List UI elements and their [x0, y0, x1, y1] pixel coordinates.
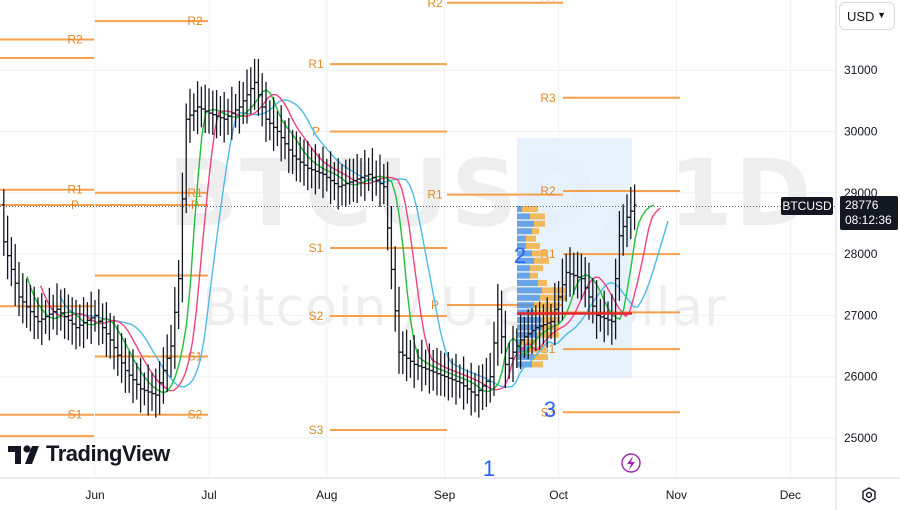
volume-bar-up: [517, 220, 534, 227]
last-price-label: 28776 08:12:36: [840, 196, 898, 230]
volume-bar-down: [532, 228, 539, 235]
volume-bar-up: [517, 331, 537, 338]
volume-bar-up: [517, 339, 522, 346]
pivot-label: R1: [187, 186, 203, 200]
volume-bar-down: [532, 250, 548, 257]
pivot-label: R4: [540, 0, 556, 4]
volume-bar-up: [517, 265, 530, 272]
chart-overlay: 1 2 3: [0, 206, 836, 481]
volume-bar-up: [517, 280, 538, 286]
volume-bar-down: [522, 206, 538, 212]
currency-label: USD: [847, 9, 875, 24]
pivot-label: R2: [427, 0, 443, 10]
last-price-value: 28776: [845, 198, 879, 212]
pivot-label: R1: [427, 188, 443, 202]
y-tick-label: 26000: [844, 370, 878, 384]
pivot-label: R2: [67, 33, 83, 47]
moving-average-mid: [39, 94, 661, 392]
wave-label: 3: [544, 397, 556, 422]
y-tick-label: 31000: [844, 63, 878, 77]
wave-label: 2: [514, 243, 526, 268]
volume-bar-up: [517, 257, 534, 264]
chart-watermark-description: Bitcoin / U.S. Dollar: [202, 278, 727, 338]
volume-bar-down: [534, 257, 549, 264]
volume-bar-down: [538, 280, 547, 286]
volume-bar-up: [517, 250, 532, 257]
chart-grid: [0, 0, 836, 478]
volume-bar-down: [532, 361, 543, 368]
x-tick-label: Nov: [666, 488, 687, 502]
chevron-down-icon: ▼: [877, 10, 886, 20]
volume-bar-down: [537, 331, 559, 338]
y-tick-label: 27000: [844, 308, 878, 322]
volume-bar-down: [534, 220, 545, 227]
pivot-label: R1: [308, 57, 324, 71]
volume-bar-down: [526, 235, 536, 242]
pivot-label: P: [312, 125, 320, 139]
volume-bar-down: [530, 265, 543, 272]
pivot-label: R2: [540, 184, 556, 198]
pivot-label: R2: [187, 14, 203, 28]
pivot-label: S1: [309, 241, 324, 255]
symbol-price-tag: BTCUSD: [781, 197, 833, 215]
tradingview-logo-icon: [8, 445, 39, 464]
y-tick-label: 28000: [844, 247, 878, 261]
pivot-label: S2: [309, 309, 324, 323]
x-tick-label: Sep: [434, 488, 456, 502]
volume-bar-down: [530, 213, 545, 220]
event-icon-ring: [621, 453, 641, 473]
volume-bar-down: [542, 287, 565, 294]
volume-bar-up: [517, 287, 542, 294]
x-tick-label: Dec: [780, 488, 801, 502]
volume-bar-down: [540, 294, 566, 301]
volume-bar-down: [534, 354, 548, 360]
currency-selector[interactable]: USD ▼: [839, 2, 895, 30]
y-tick-label: 30000: [844, 125, 878, 139]
volume-bar-up: [517, 302, 534, 309]
bar-countdown: 08:12:36: [845, 213, 892, 227]
volume-bar-up: [517, 324, 542, 331]
pivot-label: R3: [540, 91, 556, 105]
x-tick-label: Jul: [201, 488, 216, 502]
volume-bar-up: [517, 317, 541, 323]
pivot-label: S2: [188, 408, 203, 422]
candlesticks: [1, 58, 637, 418]
pivot-label: P: [71, 198, 79, 212]
pivot-label: S3: [541, 405, 556, 419]
x-tick-label: Aug: [316, 488, 337, 502]
settings-icon[interactable]: [860, 486, 878, 504]
event-icon-bolt: [627, 456, 635, 470]
volume-bar-up: [517, 228, 532, 235]
volume-bar-down: [530, 272, 538, 279]
pivot-label: S3: [309, 423, 324, 437]
volume-bar-up: [517, 361, 532, 368]
chart-watermark-symbol: BTCUSD, 1D: [168, 140, 814, 247]
volume-bar-up: [517, 243, 526, 249]
brand-name: TradingView: [46, 441, 170, 466]
tradingview-logo[interactable]: TradingView: [8, 440, 170, 468]
volume-bar-up: [517, 346, 530, 353]
moving-average-fast: [26, 89, 655, 394]
volume-bar-down: [526, 243, 540, 249]
volume-bar-up: [517, 294, 540, 301]
lightning-icon: [621, 453, 641, 473]
volume-bar-up: [517, 213, 530, 220]
y-tick-label: 25000: [844, 431, 878, 445]
volume-bar-up: [517, 354, 534, 360]
volume-bar-up: [517, 235, 526, 242]
pivot-label: S1: [68, 408, 83, 422]
volume-bar-up: [517, 272, 530, 279]
pivot-label: R1: [67, 183, 83, 197]
wave-label: 1: [483, 456, 495, 481]
x-tick-label: Jun: [85, 488, 104, 502]
x-tick-label: Oct: [549, 488, 568, 502]
pivot-label: P: [191, 198, 199, 212]
pivot-label: S1: [188, 349, 203, 363]
volume-bar-up: [517, 206, 522, 212]
volume-bar-down: [522, 339, 537, 346]
